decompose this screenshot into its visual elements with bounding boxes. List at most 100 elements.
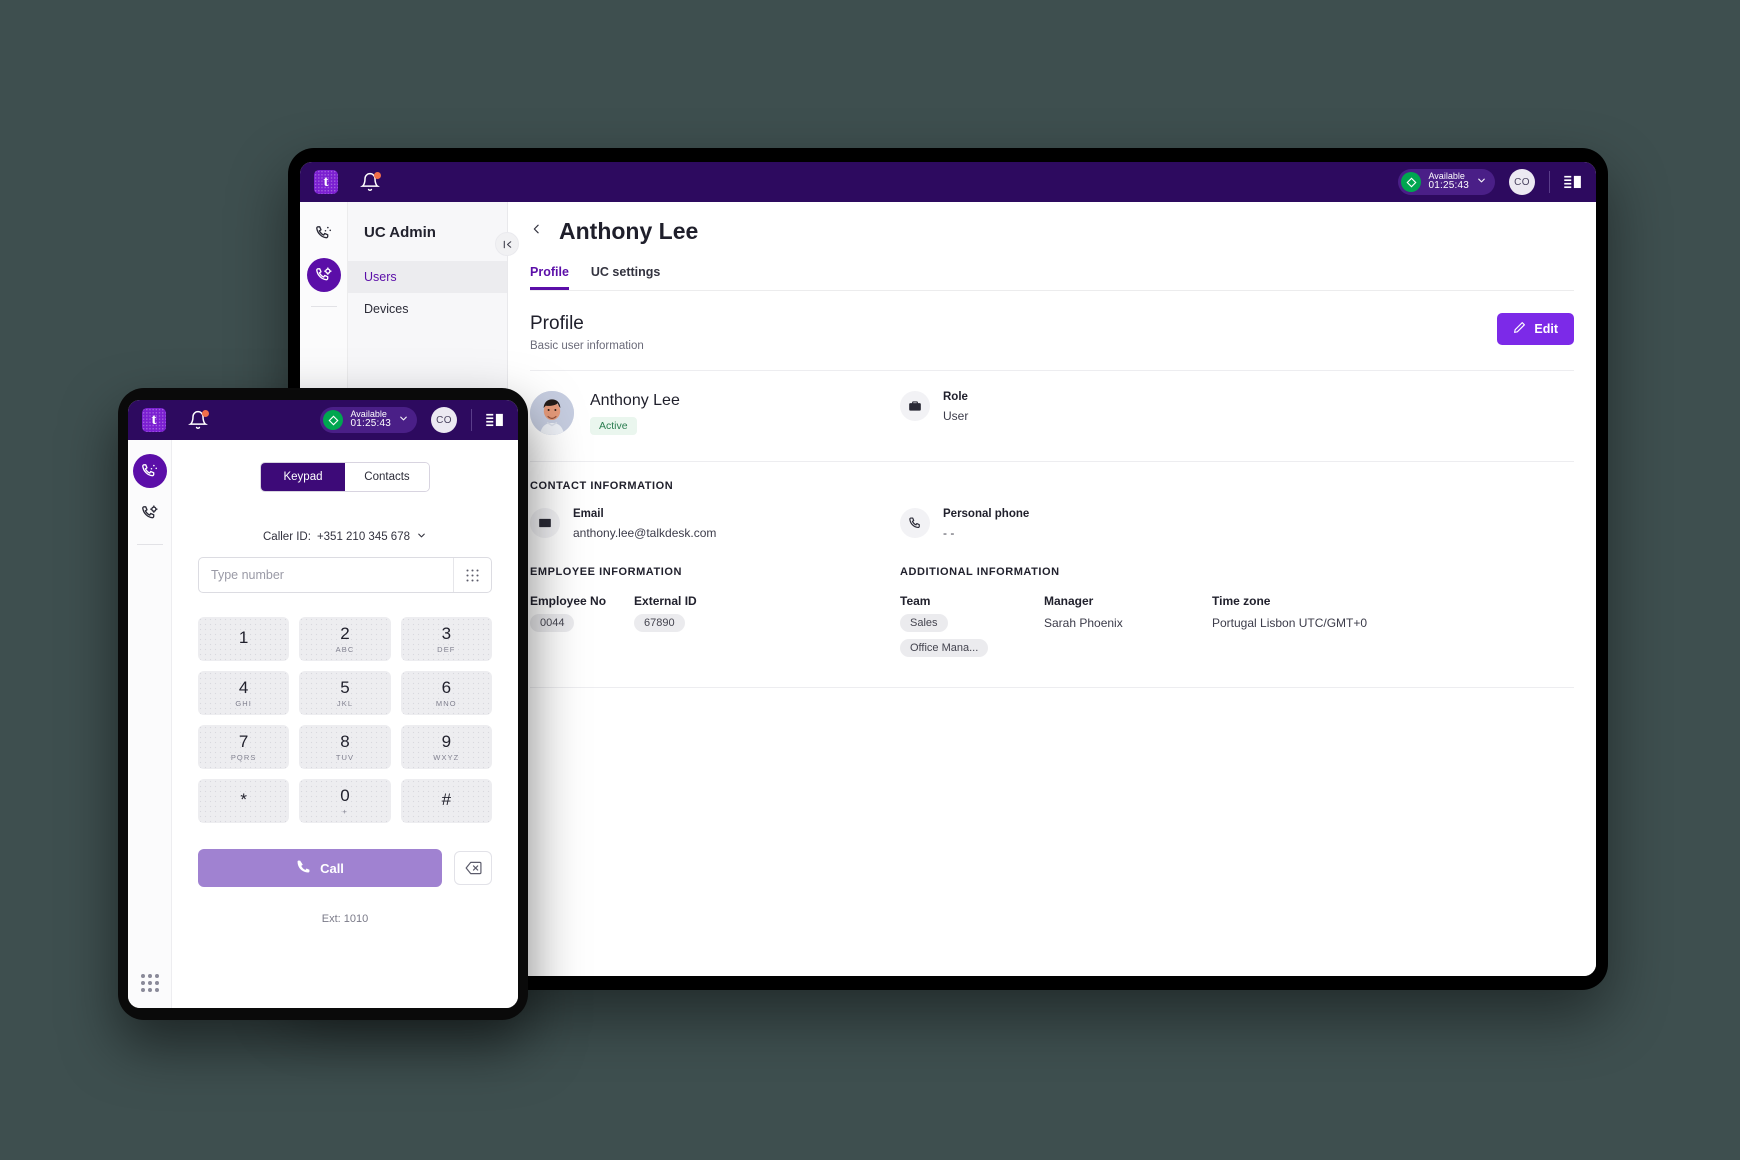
external-id-field: External ID 67890 (634, 594, 697, 632)
key-7[interactable]: 7 PQRS (198, 725, 290, 769)
personal-phone-label: Personal phone (943, 508, 1030, 520)
apps-grid-icon[interactable] (140, 974, 159, 992)
rail-divider (310, 306, 337, 307)
chevron-down-icon (398, 413, 409, 427)
key-digit: 8 (340, 731, 350, 751)
uc-admin-icon[interactable] (133, 496, 167, 530)
external-id-label: External ID (634, 594, 697, 608)
status-timer: 01:25:43 (1428, 180, 1469, 192)
key-star[interactable]: * (198, 779, 290, 823)
employee-no-field: Employee No 0044 (530, 594, 606, 632)
key-digit: 2 (340, 623, 350, 643)
manager-label: Manager (1044, 594, 1094, 608)
status-texts: Available 01:25:43 (1428, 170, 1469, 193)
number-input[interactable] (199, 568, 453, 582)
key-letters: TUV (335, 752, 355, 762)
key-digit: 7 (238, 731, 249, 751)
tab-profile[interactable]: Profile (530, 265, 569, 290)
team-chip: Sales (900, 614, 948, 632)
tab-contacts[interactable]: Contacts (345, 463, 429, 491)
key-digit: 9 (441, 731, 452, 751)
sidebar-item-devices[interactable]: Devices (364, 302, 409, 316)
backspace-button[interactable] (454, 851, 492, 885)
contact-rows: Email anthony.lee@talkdesk.com (530, 492, 1574, 540)
caller-id-row[interactable]: Caller ID: +351 210 345 678 (198, 530, 492, 544)
envelope-icon (530, 508, 560, 538)
key-letters: WXYZ (433, 752, 460, 762)
key-3[interactable]: 3 DEF (400, 617, 492, 661)
status-label: Available (350, 408, 387, 419)
tab-uc-settings[interactable]: UC settings (590, 265, 661, 279)
key-letters: DEF (437, 644, 456, 654)
key-0[interactable]: 0 + (299, 779, 391, 823)
email-texts: Email anthony.lee@talkdesk.com (573, 508, 716, 540)
phone-icon-rail (128, 440, 172, 1008)
key-6[interactable]: 6 MNO (400, 671, 492, 715)
sidebar-item-users[interactable]: Users (348, 261, 507, 293)
call-button[interactable]: Call (198, 849, 442, 887)
phone-topbar: t Available 01:2 (128, 400, 518, 440)
key-hash[interactable]: # (400, 779, 492, 823)
role-value: User (943, 409, 969, 423)
key-8[interactable]: 8 TUV (299, 725, 391, 769)
key-digit: # (441, 790, 452, 809)
key-1[interactable]: 1 (198, 617, 290, 661)
status-selector[interactable]: Available 01:25:43 (1398, 169, 1495, 195)
user-avatar[interactable]: CO (431, 407, 457, 433)
status-selector[interactable]: Available 01:25:43 (320, 407, 417, 433)
user-avatar[interactable]: CO (1509, 169, 1535, 195)
edit-button[interactable]: Edit (1497, 313, 1574, 345)
section-titles: Profile Basic user information (530, 313, 644, 352)
collapse-sidebar-icon[interactable] (495, 232, 519, 256)
chevron-down-icon (416, 530, 427, 544)
tab-keypad[interactable]: Keypad (261, 463, 345, 491)
tab-bar: Profile UC settings (530, 265, 1574, 291)
status-label: Available (1428, 170, 1465, 181)
divider (530, 687, 1574, 688)
key-digit: 5 (340, 677, 350, 697)
phone-device: t Available 01:2 (118, 388, 528, 1020)
talkdesk-logo-icon[interactable]: t (142, 408, 166, 432)
key-letters: PQRS (230, 752, 257, 762)
person-meta: Anthony Lee Active (590, 392, 680, 435)
divider (530, 370, 1574, 371)
call-actions-row: Call (198, 849, 492, 887)
panel-layout-icon[interactable] (1564, 175, 1582, 189)
talkdesk-logo-icon[interactable]: t (314, 170, 338, 194)
notifications-bell-icon[interactable] (360, 172, 381, 192)
key-digit: 0 (340, 785, 350, 805)
app-topbar: t Available 01: (300, 162, 1596, 202)
back-arrow-icon[interactable] (530, 221, 543, 242)
person-column: Anthony Lee Active (530, 391, 900, 435)
email-value: anthony.lee@talkdesk.com (573, 526, 717, 540)
key-2[interactable]: 2 ABC (299, 617, 391, 661)
key-digit: 3 (441, 623, 452, 643)
employee-fields: Employee No 0044 External ID 67890 (530, 594, 900, 632)
person-row: Anthony Lee Active (530, 391, 900, 435)
key-5[interactable]: 5 JKL (299, 671, 391, 715)
employee-information-heading: EMPLOYEE INFORMATION (530, 566, 682, 578)
sidebar-title: UC Admin (364, 224, 436, 241)
dialer-icon[interactable] (132, 454, 167, 488)
key-letters: + (342, 806, 348, 816)
number-input-wrapper[interactable] (198, 557, 492, 593)
contacts-activity-icon[interactable] (307, 216, 341, 250)
team-label: Team (900, 594, 931, 608)
additional-fields: Team Sales Office Mana... Manager Sarah … (900, 594, 1574, 657)
pencil-icon (1513, 321, 1526, 337)
panel-layout-icon[interactable] (486, 413, 504, 427)
topbar-divider (1549, 171, 1550, 193)
rail-divider (136, 544, 163, 545)
topbar-right-group: Available 01:25:43 CO (1398, 169, 1582, 195)
personal-phone-texts: Personal phone - - (943, 508, 1029, 540)
notifications-bell-icon[interactable] (188, 410, 209, 430)
key-9[interactable]: 9 WXYZ (400, 725, 492, 769)
key-letters: ABC (335, 644, 355, 654)
uc-admin-icon[interactable] (306, 258, 341, 292)
dialpad-toggle-icon[interactable] (453, 558, 491, 592)
app-body: UC Admin Users Devices Anthony Lee (300, 202, 1596, 976)
key-digit: 6 (441, 677, 452, 697)
key-4[interactable]: 4 GHI (198, 671, 290, 715)
section-title: Profile (530, 313, 584, 334)
email-row: Email anthony.lee@talkdesk.com (530, 508, 900, 540)
